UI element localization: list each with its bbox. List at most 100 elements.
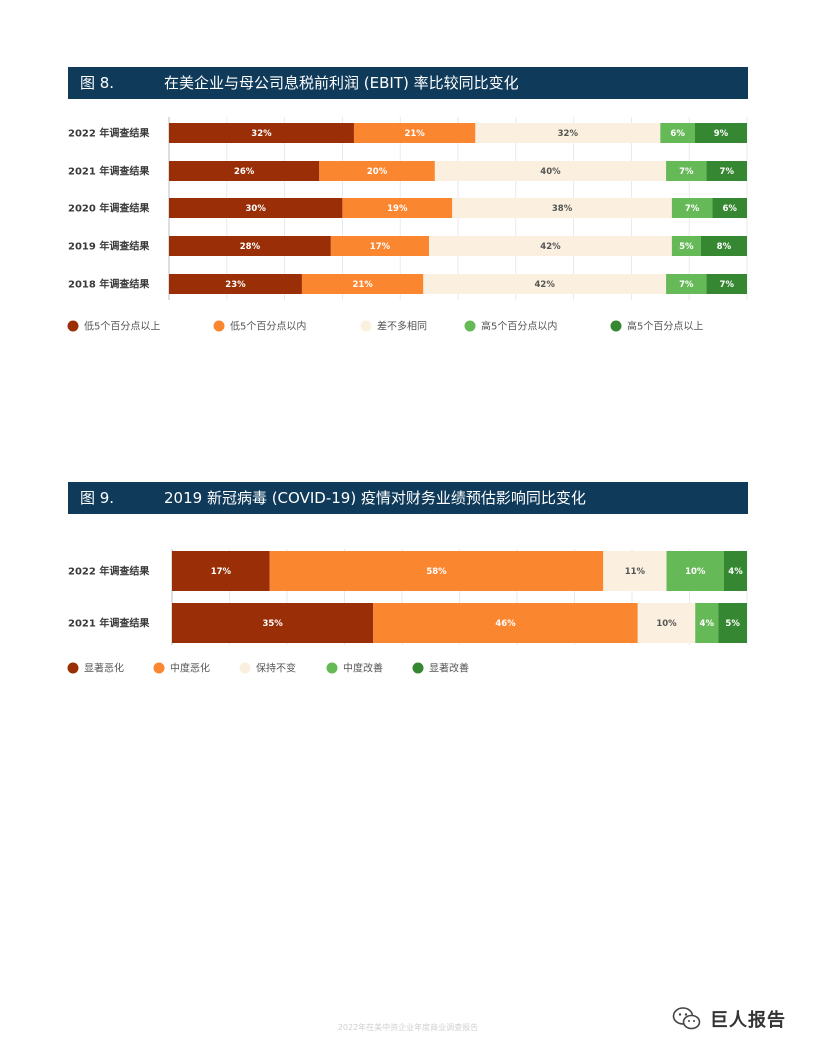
data-label: 4%: [700, 619, 715, 629]
legend-label: 保持不变: [256, 662, 296, 675]
category-label: 2021 年调查结果: [68, 165, 150, 178]
bar-segment: [301, 274, 424, 294]
data-label: 19%: [387, 204, 408, 214]
figure-9-header: 图 9. 2019 新冠病毒 (COVID-19) 疫情对财务业绩预估影响同比变…: [68, 482, 748, 514]
bar-segment: [706, 274, 747, 294]
legend-label: 高5个百分点以内: [481, 320, 557, 333]
bar-segment: [330, 236, 430, 256]
data-label: 7%: [685, 204, 700, 214]
legend-label: 中度改善: [343, 662, 383, 675]
data-label: 5%: [725, 619, 740, 629]
bar-segment: [660, 123, 695, 143]
bar-segment: [700, 236, 747, 256]
category-label: 2022 年调查结果: [68, 565, 150, 578]
legend-marker: [239, 662, 251, 674]
bar-segment: [373, 603, 638, 643]
bar-segment: [172, 551, 270, 591]
legend-label: 低5个百分点以上: [84, 320, 160, 333]
bar-segment: [718, 603, 747, 643]
legend-marker: [213, 320, 225, 332]
legend-marker: [412, 662, 424, 674]
legend-label: 中度恶化: [170, 662, 210, 675]
data-label: 20%: [367, 167, 388, 177]
bar-segment: [342, 198, 453, 218]
legend-label: 高5个百分点以上: [627, 320, 703, 333]
figure-9-number: 图 9.: [80, 489, 115, 507]
watermark-text: 巨人报告: [710, 1010, 786, 1031]
data-label: 58%: [426, 567, 447, 577]
bar-segment: [169, 161, 320, 181]
data-label: 7%: [679, 280, 694, 290]
bar-segment: [666, 551, 724, 591]
bar-segment: [706, 161, 747, 181]
bar-segment: [452, 198, 672, 218]
data-label: 42%: [535, 280, 556, 290]
data-label: 4%: [728, 567, 743, 577]
bar-segment: [169, 236, 331, 256]
category-label: 2022 年调查结果: [68, 127, 150, 140]
bar-segment: [603, 551, 667, 591]
data-label: 7%: [720, 167, 735, 177]
legend-label: 低5个百分点以内: [230, 320, 306, 333]
bar-segment: [712, 198, 747, 218]
data-label: 30%: [246, 204, 267, 214]
category-label: 2018 年调查结果: [68, 278, 150, 291]
data-label: 23%: [225, 280, 246, 290]
bar-segment: [694, 123, 747, 143]
data-label: 35%: [262, 619, 283, 629]
bar-segment: [319, 161, 435, 181]
legend-marker: [326, 662, 338, 674]
bar-segment: [475, 123, 661, 143]
data-label: 17%: [211, 567, 232, 577]
legend-label: 显著改善: [429, 662, 469, 675]
legend-marker: [610, 320, 622, 332]
data-label: 21%: [352, 280, 373, 290]
data-label: 17%: [370, 242, 391, 252]
data-label: 26%: [234, 167, 255, 177]
data-label: 5%: [679, 242, 694, 252]
figure-9-title: 2019 新冠病毒 (COVID-19) 疫情对财务业绩预估影响同比变化: [164, 489, 586, 507]
bar-segment: [671, 236, 701, 256]
data-label: 32%: [558, 129, 579, 139]
legend-marker: [153, 662, 165, 674]
bar-segment: [429, 236, 672, 256]
bar-segment: [269, 551, 604, 591]
legend-label: 差不多相同: [377, 320, 427, 333]
bar-segment: [434, 161, 667, 181]
bar-segment: [666, 274, 707, 294]
legend-marker: [67, 320, 79, 332]
category-label: 2020 年调查结果: [68, 202, 150, 215]
bar-segment: [724, 551, 747, 591]
bar-segment: [671, 198, 713, 218]
data-label: 32%: [251, 129, 272, 139]
data-label: 11%: [625, 567, 646, 577]
figure-8-number: 图 8.: [80, 74, 115, 92]
data-label: 40%: [540, 167, 561, 177]
data-label: 6%: [670, 129, 685, 139]
bar-segment: [169, 198, 343, 218]
bar-segment: [637, 603, 696, 643]
bar-segment: [423, 274, 667, 294]
figure-8-title: 在美企业与母公司息税前利润 (EBIT) 率比较同比变化: [164, 74, 519, 92]
bar-segment: [172, 603, 374, 643]
data-label: 7%: [679, 167, 694, 177]
legend-marker: [464, 320, 476, 332]
data-label: 10%: [685, 567, 706, 577]
legend-marker: [360, 320, 372, 332]
data-label: 9%: [714, 129, 729, 139]
data-label: 46%: [495, 619, 516, 629]
data-label: 10%: [656, 619, 677, 629]
legend-marker: [67, 662, 79, 674]
bar-segment: [353, 123, 476, 143]
bar-segment: [695, 603, 719, 643]
data-label: 28%: [240, 242, 261, 252]
wechat-icon: [672, 1007, 701, 1030]
category-label: 2019 年调查结果: [68, 240, 150, 253]
data-label: 42%: [540, 242, 561, 252]
data-label: 38%: [552, 204, 573, 214]
data-label: 8%: [717, 242, 732, 252]
page-footer: 2022年在美中资企业年度商业调查报告: [337, 1023, 479, 1032]
bar-segment: [169, 123, 354, 143]
data-label: 7%: [720, 280, 735, 290]
